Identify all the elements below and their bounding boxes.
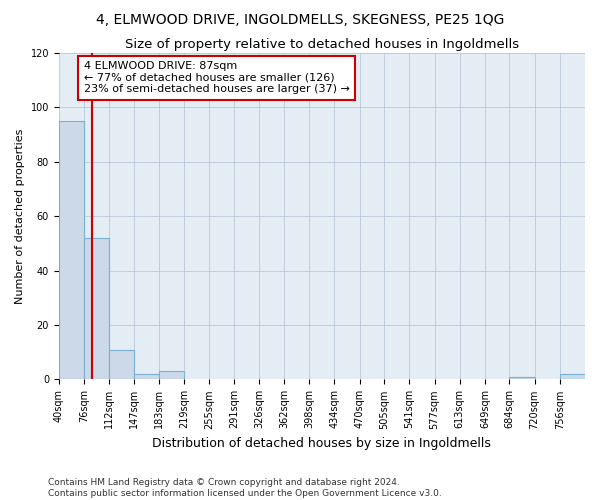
Y-axis label: Number of detached properties: Number of detached properties — [15, 128, 25, 304]
Text: Contains HM Land Registry data © Crown copyright and database right 2024.
Contai: Contains HM Land Registry data © Crown c… — [48, 478, 442, 498]
Bar — [109, 350, 134, 380]
Bar — [560, 374, 585, 380]
Bar — [159, 372, 184, 380]
Bar — [84, 238, 109, 380]
Text: 4, ELMWOOD DRIVE, INGOLDMELLS, SKEGNESS, PE25 1QG: 4, ELMWOOD DRIVE, INGOLDMELLS, SKEGNESS,… — [96, 12, 504, 26]
Bar — [509, 376, 535, 380]
Bar — [59, 121, 84, 380]
Text: 4 ELMWOOD DRIVE: 87sqm
← 77% of detached houses are smaller (126)
23% of semi-de: 4 ELMWOOD DRIVE: 87sqm ← 77% of detached… — [84, 61, 350, 94]
Title: Size of property relative to detached houses in Ingoldmells: Size of property relative to detached ho… — [125, 38, 519, 51]
X-axis label: Distribution of detached houses by size in Ingoldmells: Distribution of detached houses by size … — [152, 437, 491, 450]
Bar — [134, 374, 159, 380]
